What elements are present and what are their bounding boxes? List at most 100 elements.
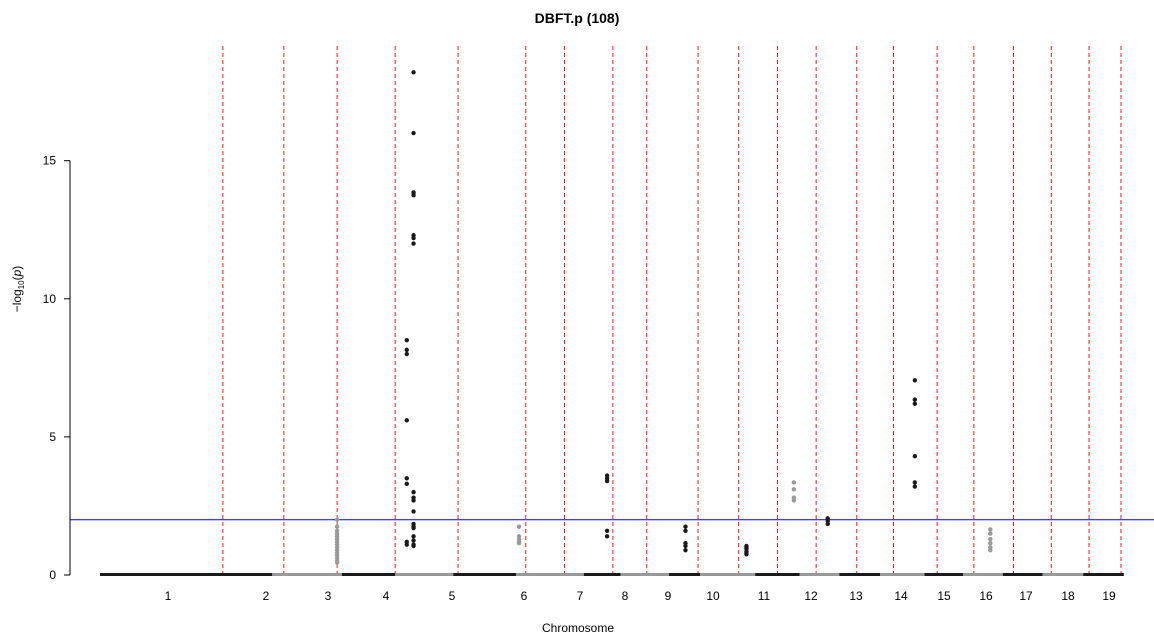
- x-tick-label: 1: [165, 589, 172, 603]
- chromosome-baseline-bar: [100, 573, 273, 576]
- x-axis-label: Chromosome: [542, 621, 614, 635]
- x-tick-label: 11: [758, 589, 771, 603]
- x-tick-label: 15: [937, 589, 951, 603]
- chromosome-baseline-bar: [583, 573, 621, 576]
- snp-point: [912, 401, 918, 406]
- chart-title: DBFT.p (108): [535, 10, 620, 26]
- snp-point: [791, 480, 797, 485]
- snp-point: [404, 351, 409, 357]
- x-tick-label: 16: [979, 589, 993, 603]
- snp-point: [825, 521, 830, 527]
- snp-point: [334, 560, 340, 565]
- x-tick-label: 18: [1061, 589, 1075, 603]
- chromosome-boundaries: [222, 46, 1122, 575]
- y-tick-label: 15: [43, 154, 57, 168]
- snp-point: [912, 454, 918, 459]
- snp-point: [683, 547, 688, 553]
- snp-point: [791, 487, 797, 492]
- snp-point: [604, 528, 610, 534]
- snp-point: [988, 547, 993, 553]
- snp-point: [604, 478, 610, 484]
- snp-point: [411, 489, 416, 495]
- snp-point: [404, 347, 409, 353]
- chromosome-baseline-bar: [669, 573, 700, 576]
- y-axis-label-p: p: [10, 269, 24, 277]
- snp-point: [411, 543, 416, 549]
- snp-point: [404, 338, 409, 343]
- chromosome-baseline-bar: [755, 573, 800, 576]
- snp-point: [404, 542, 409, 547]
- snp-point: [912, 397, 918, 402]
- chromosome-baseline-bars: [100, 573, 1124, 576]
- snp-point: [334, 517, 340, 522]
- chromosome-baseline-bar: [453, 573, 517, 576]
- x-tick-label: 9: [665, 589, 672, 603]
- snp-point: [604, 534, 610, 539]
- x-axis: 1 2 3 4 5 6 7 8 9 10 11 12 13 14 15 16 17 18 19: [165, 589, 1116, 603]
- snp-point: [411, 130, 416, 136]
- chromosome-baseline-bar: [1042, 573, 1084, 576]
- snp-point: [516, 541, 522, 546]
- snp-point: [411, 498, 416, 503]
- snp-point: [912, 378, 918, 383]
- snp-point: [912, 480, 918, 485]
- chromosome-baseline-bar: [272, 573, 342, 576]
- chromosome-baseline-bar: [1002, 573, 1043, 576]
- chromosome-baseline-bar: [924, 573, 964, 576]
- snp-point: [404, 481, 409, 487]
- x-tick-label: 4: [383, 589, 390, 603]
- snp-point: [411, 193, 416, 198]
- x-tick-label: 17: [1019, 589, 1033, 603]
- x-tick-label: 12: [804, 589, 818, 603]
- x-tick-label: 13: [849, 589, 863, 603]
- chromosome-baseline-bar: [963, 573, 1003, 576]
- snp-point: [411, 70, 416, 75]
- y-tick-label: 0: [49, 568, 56, 582]
- y-tick-label: 5: [49, 430, 56, 444]
- x-tick-label: 7: [577, 589, 584, 603]
- snp-points: [334, 70, 993, 565]
- y-axis-label-subscript: 10: [17, 280, 26, 289]
- snp-point: [411, 534, 416, 539]
- chromosome-baseline-bar: [620, 573, 670, 576]
- chromosome-baseline-bar: [700, 573, 756, 576]
- snp-point: [988, 536, 993, 542]
- snp-point: [411, 509, 416, 514]
- chromosome-baseline-bar: [1083, 573, 1124, 576]
- snp-point: [411, 241, 416, 246]
- snp-point: [683, 524, 688, 529]
- y-tick-label: 10: [43, 292, 57, 306]
- y-axis: 0 5 10 15: [43, 154, 71, 582]
- x-tick-label: 19: [1102, 589, 1116, 603]
- y-axis-label-close: ): [10, 266, 24, 270]
- snp-point: [683, 528, 688, 534]
- snp-point: [411, 525, 416, 531]
- snp-point: [988, 541, 993, 546]
- x-tick-label: 2: [263, 589, 270, 603]
- chromosome-baseline-bar: [839, 573, 880, 576]
- chromosome-baseline-bar: [799, 573, 840, 576]
- chromosome-baseline-bar: [516, 573, 584, 576]
- chromosome-baseline-bar: [880, 573, 925, 576]
- snp-point: [404, 476, 409, 481]
- chromosome-baseline-bar: [341, 573, 396, 576]
- snp-point: [988, 527, 993, 532]
- chromosome-baseline-bar: [395, 573, 454, 576]
- x-tick-label: 10: [706, 589, 720, 603]
- snp-point: [791, 498, 797, 503]
- snp-point: [683, 543, 688, 549]
- x-tick-label: 3: [325, 589, 332, 603]
- snp-point: [912, 484, 918, 489]
- snp-point: [334, 524, 340, 529]
- y-axis-label: −log10(p): [10, 266, 26, 313]
- snp-point: [516, 524, 522, 529]
- y-axis-label-prefix: −log: [10, 289, 24, 312]
- snp-point: [411, 538, 416, 543]
- snp-point: [411, 235, 416, 241]
- snp-point: [404, 418, 409, 423]
- x-tick-label: 6: [521, 589, 528, 603]
- snp-point: [744, 552, 749, 557]
- y-axis-label-open: (: [10, 276, 24, 280]
- x-tick-label: 5: [449, 589, 456, 603]
